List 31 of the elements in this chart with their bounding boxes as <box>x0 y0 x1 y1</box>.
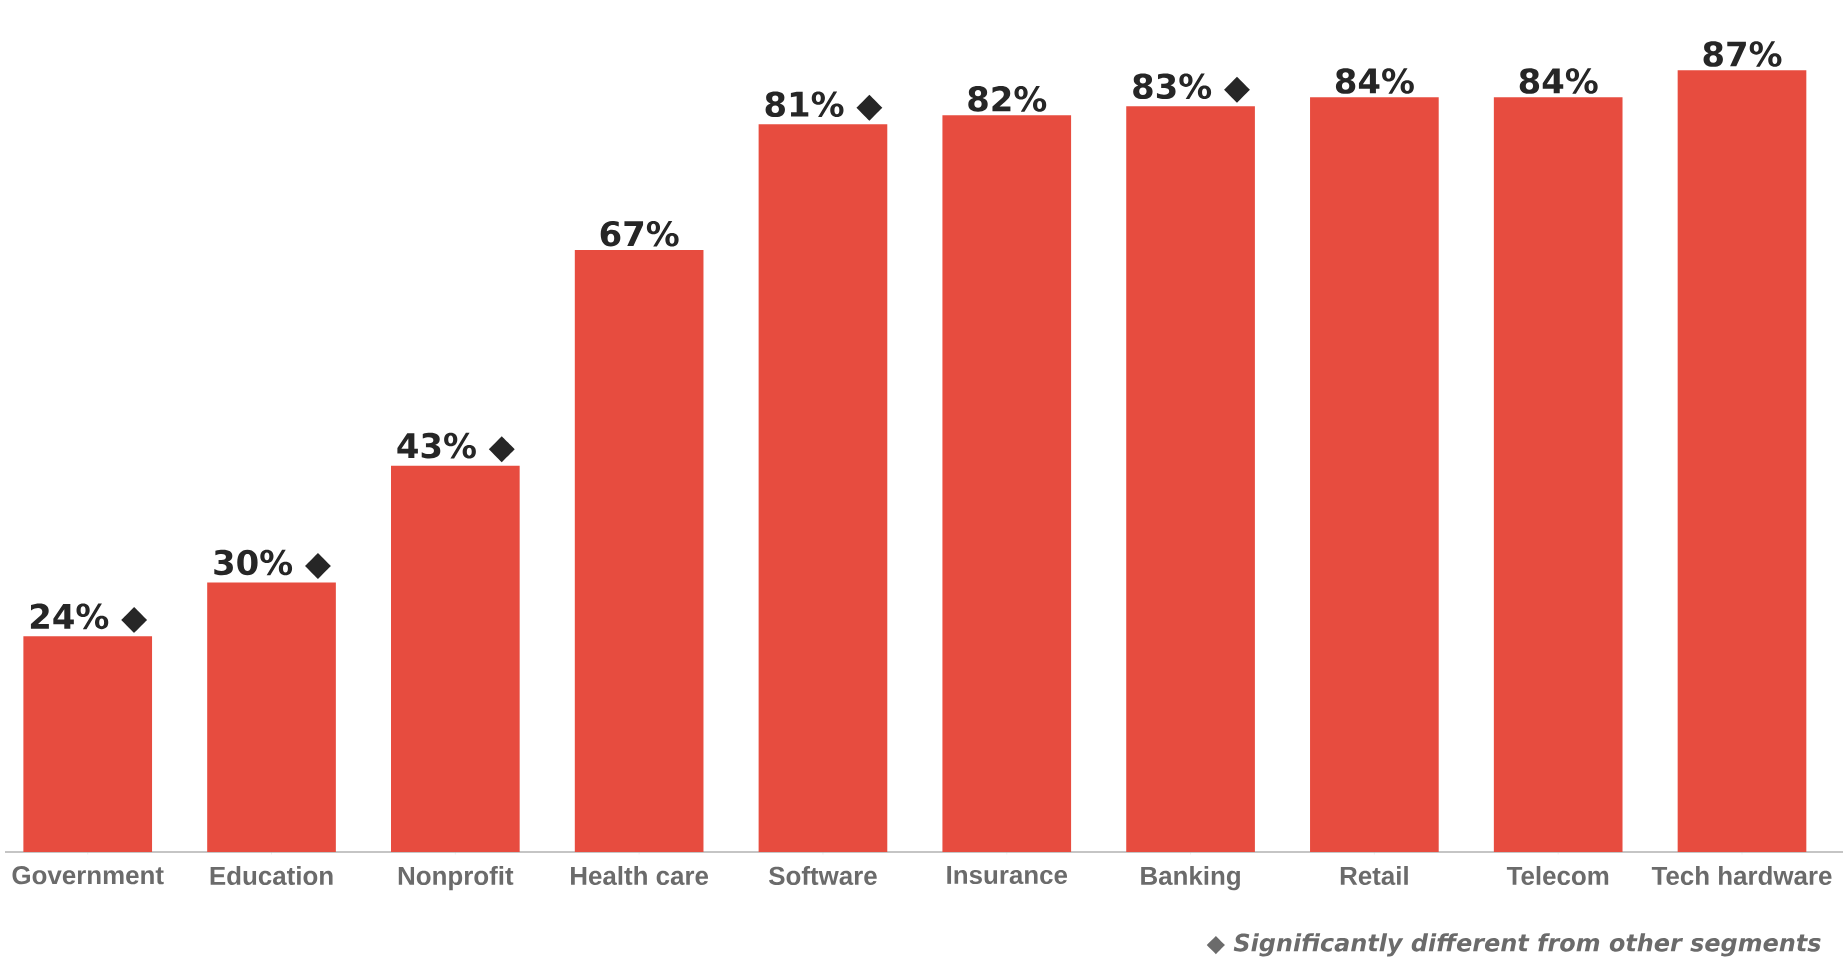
data-label: 87% <box>1703 41 1782 67</box>
data-label: 84% <box>1519 68 1598 94</box>
x-tick-label: Government <box>12 866 164 885</box>
data-label: 30% ◆ <box>214 549 331 579</box>
x-tick-label: Insurance <box>947 866 1068 885</box>
text: ◆ Significantly different from other segments <box>1206 933 1821 957</box>
x-tick-label: Retail <box>1340 866 1408 886</box>
bar <box>758 124 888 852</box>
bar <box>942 115 1072 852</box>
x-tick-label: Banking <box>1141 866 1240 891</box>
x-tick-label: Health care <box>571 866 709 886</box>
data-label: 43% ◆ <box>397 432 515 463</box>
bar <box>23 636 153 852</box>
data-label: 24% ◆ <box>30 603 148 633</box>
x-tick-label: Nonprofit <box>398 866 514 891</box>
bar <box>391 465 520 852</box>
bar <box>574 250 704 852</box>
bar <box>1493 97 1623 852</box>
data-label: 67% <box>600 220 679 247</box>
x-tick-label: Telecom <box>1506 866 1609 886</box>
data-label: 84% <box>1335 68 1414 94</box>
data-label: 83% ◆ <box>1133 73 1250 103</box>
x-tick-label: Software <box>769 866 877 886</box>
bar <box>1310 97 1439 852</box>
bar <box>1126 106 1255 852</box>
data-label: 82% <box>968 86 1047 112</box>
bar <box>207 582 336 852</box>
x-tick-label: Education <box>210 866 333 886</box>
x-tick-label: Tech hardware <box>1651 866 1832 886</box>
bar <box>1677 70 1807 852</box>
data-label: 81% ◆ <box>765 91 883 121</box>
